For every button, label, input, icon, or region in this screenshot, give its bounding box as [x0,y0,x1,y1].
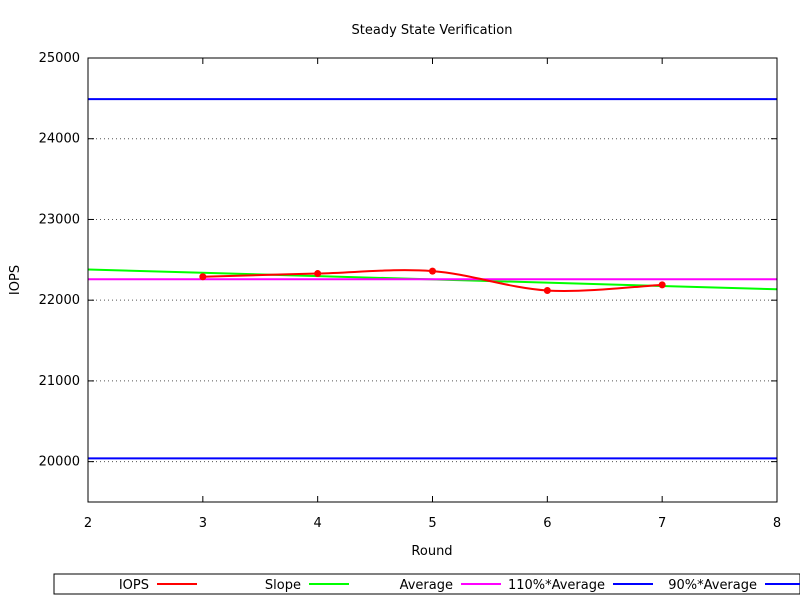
data-point-iops [658,281,666,289]
legend-box [53,573,800,595]
x-tick-label: 6 [543,516,551,531]
x-tick-label: 7 [658,516,666,531]
y-axis-label: IOPS [8,265,23,295]
legend: IOPS Slope Average 110%*Average 90%*Average [53,573,800,595]
grid [88,57,777,463]
data-point-iops [429,267,436,275]
legend-label: 110%*Average [508,578,605,593]
y-tick-label: 25000 [39,51,80,66]
y-tick-label: 24000 [39,132,80,147]
y-tick-label: 23000 [39,212,80,227]
x-tick-label: 5 [428,516,436,531]
data-point-iops [314,270,322,278]
ticks: 20000 21000 22000 23000 24000 25000 2 3 4 5 6 7 8 [39,51,782,531]
y-tick-label: 22000 [39,293,80,308]
x-tick-label: 8 [773,516,781,531]
x-tick-label: 3 [199,516,207,531]
y-tick-label: 20000 [39,455,80,470]
legend-label: IOPS [119,578,149,593]
data-point-iops [543,286,551,294]
series-layer [87,98,778,460]
y-tick-label: 21000 [39,374,80,389]
x-axis-label: Round [411,544,452,559]
legend-label: Slope [265,578,301,593]
x-tick-label: 4 [314,516,322,531]
data-point-iops [199,273,207,281]
x-tick-label: 2 [84,516,92,531]
legend-label: Average [400,578,453,593]
plot-frame [87,57,778,503]
legend-label: 90%*Average [668,578,757,593]
chart-title: Steady State Verification [352,23,513,38]
